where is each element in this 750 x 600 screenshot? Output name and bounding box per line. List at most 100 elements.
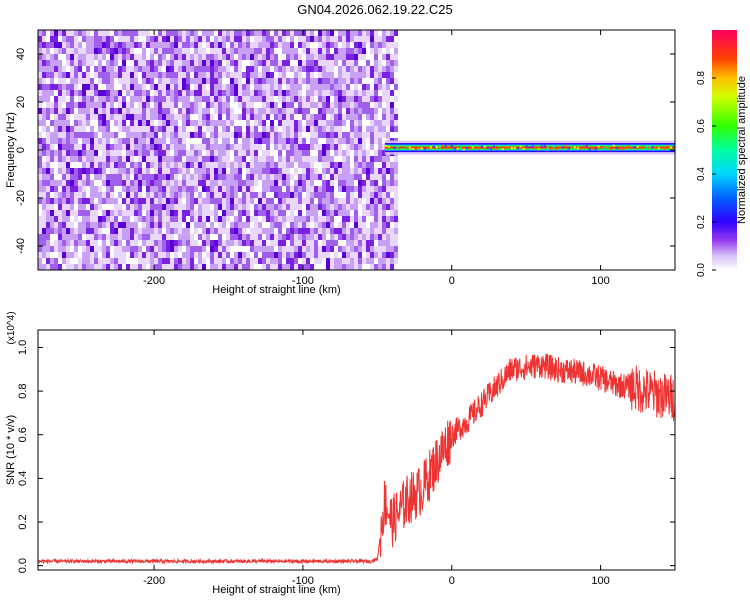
spectrogram-cell: [146, 96, 150, 102]
spectrogram-cell: [82, 120, 86, 126]
spectrogram-cell: [290, 246, 294, 252]
spectrogram-cell: [206, 78, 210, 84]
spectrogram-cell: [114, 222, 118, 228]
spectrogram-cell: [86, 210, 90, 216]
spectrogram-cell: [74, 216, 78, 222]
spectrogram-cell: [278, 234, 282, 240]
spectrogram-cell: [178, 192, 182, 198]
spectrogram-cell: [238, 150, 242, 156]
spectrogram-cell: [278, 180, 282, 186]
spectrogram-cell: [54, 42, 58, 48]
spectrogram-cell: [358, 156, 362, 162]
spectrogram-cell: [330, 210, 334, 216]
spectrogram-cell: [282, 174, 286, 180]
spectrogram-cell: [242, 42, 246, 48]
spectrogram-cell: [94, 84, 98, 90]
spectrogram-cell: [234, 192, 238, 198]
spectrogram-cell: [186, 108, 190, 114]
spectrogram-cell: [298, 96, 302, 102]
spectrogram-cell: [150, 42, 154, 48]
spectrogram-cell: [306, 240, 310, 246]
spectrogram-cell: [294, 198, 298, 204]
spectrogram-cell: [230, 222, 234, 228]
spectrogram-cell: [106, 60, 110, 66]
spectrogram-cell: [286, 60, 290, 66]
spectrogram-cell: [54, 192, 58, 198]
spectrogram-cell: [226, 66, 230, 72]
spectrogram-cell: [114, 30, 118, 36]
spectrogram-cell: [230, 210, 234, 216]
spectrogram-cell: [226, 174, 230, 180]
spectrogram-cell: [394, 96, 398, 102]
spectrogram-cell: [214, 48, 218, 54]
spectrogram-cell: [210, 84, 214, 90]
spectrogram-cell: [306, 72, 310, 78]
spectrogram-cell: [274, 168, 278, 174]
spectrogram-cell: [110, 186, 114, 192]
spectrogram-cell: [294, 78, 298, 84]
spectrogram-cell: [302, 168, 306, 174]
spectrogram-cell: [322, 108, 326, 114]
spectrogram-cell: [246, 234, 250, 240]
spectrogram-cell: [166, 156, 170, 162]
spectrogram-cell: [657, 147, 660, 150]
spectrogram-cell: [390, 234, 394, 240]
spectrogram-cell: [126, 210, 130, 216]
spectrogram-cell: [62, 192, 66, 198]
spectrogram-cell: [370, 228, 374, 234]
spectrogram-cell: [298, 192, 302, 198]
spectrogram-cell: [234, 174, 238, 180]
spectrogram-cell: [42, 252, 46, 258]
spectrogram-cell: [282, 42, 286, 48]
spectrogram-cell: [66, 54, 70, 60]
spectrogram-cell: [262, 228, 266, 234]
spectrogram-cell: [669, 146, 672, 149]
spectrogram-cell: [166, 126, 170, 132]
spectrogram-cell: [354, 156, 358, 162]
spectrogram-cell: [82, 72, 86, 78]
spectrogram-cell: [70, 78, 74, 84]
spectrogram-cell: [62, 228, 66, 234]
spectrogram-cell: [58, 78, 62, 84]
spectrogram-cell: [394, 108, 398, 114]
spectrogram-cell: [334, 162, 338, 168]
spectrogram-cell: [154, 36, 158, 42]
spectrogram-cell: [86, 120, 90, 126]
spectrogram-cell: [282, 246, 286, 252]
spectrogram-cell: [286, 150, 290, 156]
spectrogram-cell: [102, 216, 106, 222]
spectrogram-cell: [342, 168, 346, 174]
spectrogram-cell: [62, 126, 66, 132]
spectrogram-cell: [82, 54, 86, 60]
spectrogram-cell: [130, 228, 134, 234]
spectrogram-cell: [166, 30, 170, 36]
spectrogram-cell: [354, 48, 358, 54]
spectrogram-cell: [246, 180, 250, 186]
spectrogram-cell: [354, 42, 358, 48]
spectrogram-cell: [50, 78, 54, 84]
spectrogram-cell: [182, 78, 186, 84]
spectrogram-cell: [98, 114, 102, 120]
spectrogram-cell: [615, 147, 618, 150]
spectrogram-cell: [62, 48, 66, 54]
spectrogram-cell: [230, 234, 234, 240]
spectrogram-cell: [206, 162, 210, 168]
spectrogram-cell: [82, 156, 86, 162]
spectrogram-cell: [46, 240, 50, 246]
spectrogram-cell: [278, 150, 282, 156]
spectrogram-cell: [150, 222, 154, 228]
spectrogram-cell: [202, 54, 206, 60]
spectrogram-cell: [182, 96, 186, 102]
spectrogram-cell: [82, 84, 86, 90]
spectrogram-cell: [456, 147, 459, 150]
spectrogram-cell: [82, 264, 86, 270]
spectrogram-cell: [54, 102, 58, 108]
spectrogram-cell: [58, 192, 62, 198]
spectrogram-cell: [310, 240, 314, 246]
spectrogram-cell: [405, 145, 408, 148]
spectrogram-cell: [46, 126, 50, 132]
spectrogram-cell: [70, 144, 74, 150]
spectrogram-cell: [346, 96, 350, 102]
spectrogram-cell: [612, 144, 615, 147]
spectrogram-cell: [234, 150, 238, 156]
